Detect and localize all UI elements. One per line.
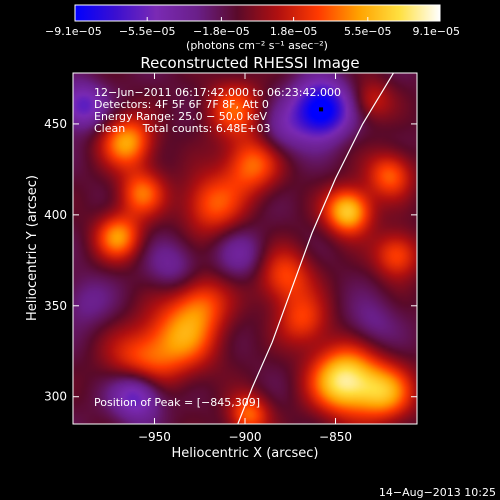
colorbar-ticks: −9.1e−05 −5.5e−05 −1.8e−05 1.8e−05 5.5e−05 9.… [45, 17, 460, 38]
colorbar-tick-label: 1.8e−05 [270, 25, 317, 38]
colorbar-tick-label: −9.1e−05 [45, 25, 102, 38]
y-axis-ticks: 300 350 400 450 [44, 117, 417, 404]
y-tick-label: 350 [44, 299, 67, 313]
colorbar [74, 4, 441, 22]
colorbar-tick-label: 9.1e−05 [413, 25, 460, 38]
detectors-label: Detectors: 4F 5F 6F 7F 8F, Att 0 [94, 98, 269, 111]
y-tick-label: 450 [44, 117, 67, 131]
x-tick-label: −950 [138, 430, 171, 444]
x-axis-ticks: −950 −900 −850 [138, 73, 352, 444]
footer-date: 14−Aug−2013 10:25 [379, 486, 496, 499]
chart-title: Reconstructed RHESSI Image [140, 54, 359, 72]
y-tick-label: 400 [44, 208, 67, 222]
x-tick-label: −900 [229, 430, 262, 444]
heatmap-image [73, 73, 417, 424]
solar-limb-curve [237, 73, 395, 424]
energy-range-label: Energy Range: 25.0 − 50.0 keV [94, 110, 268, 123]
peak-marker [319, 107, 324, 112]
x-tick-label: −850 [319, 430, 352, 444]
clean-counts-label: Clean Total counts: 6.48E+03 [94, 122, 271, 135]
time-range-label: 12−Jun−2011 06:17:42.000 to 06:23:42.000 [94, 86, 341, 99]
colorbar-tick-label: 5.5e−05 [344, 25, 391, 38]
colorbar-units: (photons cm⁻² s⁻¹ asec⁻²) [186, 39, 328, 52]
colorbar-tick-label: −1.8e−05 [193, 25, 250, 38]
x-axis-label: Heliocentric X (arcsec) [172, 446, 319, 461]
peak-position-label: Position of Peak = [−845,309] [94, 396, 260, 409]
y-tick-label: 300 [44, 390, 67, 404]
colorbar-tick-label: −5.5e−05 [119, 25, 176, 38]
y-axis-label: Heliocentric Y (arcsec) [25, 175, 40, 321]
